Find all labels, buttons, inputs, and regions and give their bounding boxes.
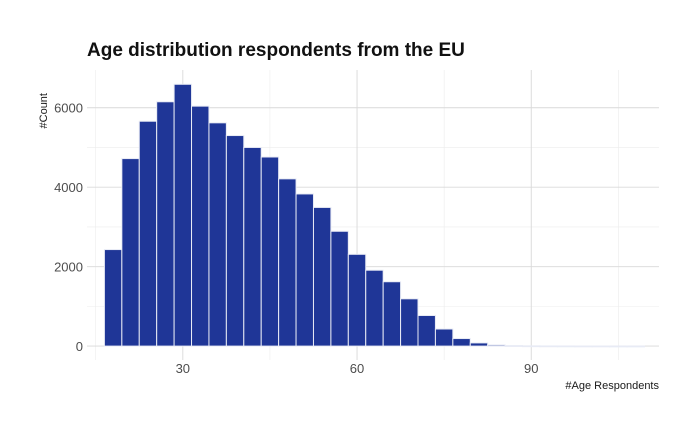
histogram-bar: [191, 105, 210, 347]
histogram-bar: [382, 281, 402, 347]
histogram-bar: [452, 338, 471, 347]
histogram-bar: [522, 345, 541, 348]
histogram-bar: [417, 315, 436, 347]
histogram-bar: [278, 178, 297, 347]
histogram-bar: [225, 135, 245, 347]
histogram-bar: [504, 345, 524, 347]
histogram-bar: [173, 83, 193, 347]
histogram-bar: [469, 342, 489, 347]
histogram-bar: [365, 269, 384, 347]
histogram-bar: [347, 253, 367, 347]
histogram-bar: [295, 193, 314, 347]
histogram-bar: [626, 345, 645, 348]
tick-labels: 30 60 90 0 2000 4000 6000: [54, 101, 538, 376]
histogram-bars: [103, 83, 645, 348]
histogram-bar: [138, 120, 158, 347]
x-tick-label: 30: [176, 361, 190, 376]
chart-title: Age distribution respondents from the EU: [87, 40, 465, 61]
histogram-bar: [312, 206, 332, 347]
histogram-bar: [574, 345, 593, 348]
histogram-bar: [121, 158, 140, 347]
histogram-bar: [556, 345, 576, 348]
histogram-bar: [434, 328, 454, 347]
histogram-bar: [243, 146, 262, 347]
histogram-bar: [539, 345, 558, 348]
y-tick-label: 6000: [54, 101, 83, 116]
histogram-bar: [330, 230, 349, 347]
histogram-bar: [487, 344, 506, 347]
histogram-bar: [609, 345, 628, 348]
x-tick-label: 60: [350, 361, 364, 376]
x-tick-label: 90: [524, 361, 538, 376]
histogram-bar: [103, 249, 123, 347]
x-axis-title: #Age Respondents: [565, 380, 659, 392]
histogram-bar: [400, 298, 419, 347]
y-tick-label: 4000: [54, 180, 83, 195]
histogram-bar: [208, 122, 227, 347]
y-tick-label: 0: [76, 339, 83, 354]
histogram-bar: [591, 345, 611, 348]
y-axis-title: #Count: [38, 93, 50, 128]
histogram-bar: [156, 101, 175, 347]
histogram-bar: [260, 156, 280, 347]
y-tick-label: 2000: [54, 260, 83, 275]
